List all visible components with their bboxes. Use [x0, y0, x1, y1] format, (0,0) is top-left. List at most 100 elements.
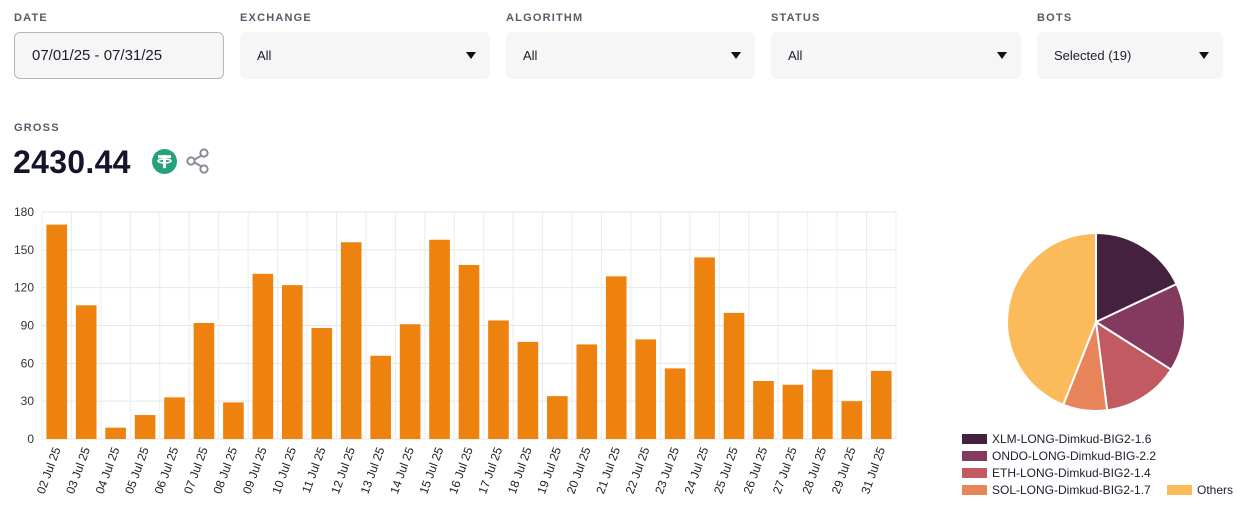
pie-slice[interactable]	[1093, 282, 1186, 372]
bar[interactable]	[164, 397, 185, 439]
x-tick-label: 12 Jul 25	[328, 445, 358, 496]
pie-slice[interactable]	[1094, 320, 1173, 412]
bar[interactable]	[429, 239, 450, 439]
x-tick-label: 09 Jul 25	[240, 445, 270, 496]
bar[interactable]	[635, 339, 656, 439]
filter-bar: DATE 07/01/25 - 07/31/25 EXCHANGE All AL…	[14, 10, 1224, 82]
tether-icon	[152, 149, 177, 174]
exchange-filter-label: EXCHANGE	[240, 12, 312, 24]
bar[interactable]	[517, 341, 539, 439]
y-tick-label: 180	[14, 205, 34, 219]
legend-swatch	[962, 468, 987, 478]
x-tick-label: 07 Jul 25	[181, 445, 211, 496]
x-tick-label: 22 Jul 25	[623, 445, 653, 496]
bar[interactable]	[576, 344, 598, 439]
date-range-input[interactable]: 07/01/25 - 07/31/25	[14, 32, 224, 79]
bots-select[interactable]: Selected (19)	[1037, 32, 1223, 79]
legend-label: SOL-LONG-Dimkud-BIG2-1.7	[992, 483, 1151, 497]
legend-swatch	[962, 434, 987, 444]
bar[interactable]	[870, 370, 892, 439]
legend-item[interactable]: ETH-LONG-Dimkud-BIG2-1.4	[962, 465, 1151, 481]
legend-label: ONDO-LONG-Dimkud-BIG-2.2	[992, 449, 1157, 463]
exchange-select[interactable]: All	[240, 32, 490, 79]
daily-gross-bar-chart: 0 30 60 90 120 150 180 02 Jul 25 03 Jul 25 04 Jul…	[14, 205, 897, 496]
x-tick-label: 16 Jul 25	[446, 445, 476, 496]
bar[interactable]	[223, 402, 244, 439]
caret-down-icon	[997, 52, 1007, 59]
bar[interactable]	[841, 401, 863, 439]
x-tick-label: 31 Jul 25	[858, 445, 888, 496]
status-filter-label: STATUS	[771, 12, 821, 24]
bar[interactable]	[252, 273, 274, 439]
x-tick-label: 10 Jul 25	[269, 445, 299, 496]
bar[interactable]	[105, 427, 126, 439]
x-tick-label: 06 Jul 25	[152, 445, 182, 496]
legend-label: Others	[1197, 483, 1234, 497]
bots-filter-label: BOTS	[1037, 12, 1073, 24]
legend-swatch	[962, 451, 987, 461]
x-tick-label: 28 Jul 25	[799, 445, 829, 496]
legend-item[interactable]: Others	[1167, 482, 1233, 498]
y-tick-label: 150	[14, 243, 34, 257]
exchange-filter: EXCHANGE All	[240, 10, 490, 79]
x-tick-label: 17 Jul 25	[475, 445, 505, 496]
x-tick-label: 03 Jul 25	[63, 445, 93, 496]
pie-slice[interactable]	[1095, 231, 1178, 324]
algorithm-filter-label: ALGORITHM	[506, 12, 584, 24]
x-tick-label: 26 Jul 25	[740, 445, 770, 496]
bar[interactable]	[370, 355, 391, 439]
x-tick-label: 20 Jul 25	[564, 445, 594, 496]
gross-label: GROSS	[14, 122, 60, 134]
bar[interactable]	[488, 320, 509, 439]
status-select[interactable]: All	[771, 32, 1021, 79]
date-filter: DATE 07/01/25 - 07/31/25	[14, 10, 224, 79]
bar[interactable]	[694, 257, 715, 439]
gross-value: 2430.44	[13, 144, 131, 180]
algorithm-select-value: All	[523, 48, 538, 63]
bots-filter: BOTS Selected (19)	[1037, 10, 1223, 79]
bar[interactable]	[193, 322, 215, 439]
bar[interactable]	[134, 415, 156, 439]
y-tick-label: 90	[21, 319, 35, 333]
exchange-select-value: All	[257, 48, 272, 63]
bar[interactable]	[753, 380, 774, 439]
bot-share-pie-chart	[1006, 231, 1186, 412]
legend-item[interactable]: XLM-LONG-Dimkud-BIG2-1.6	[962, 431, 1151, 447]
bar[interactable]	[605, 276, 627, 439]
x-tick-label: 21 Jul 25	[593, 445, 623, 496]
bar[interactable]	[75, 305, 97, 439]
bar[interactable]	[782, 384, 804, 439]
bar[interactable]	[46, 224, 68, 439]
bar[interactable]	[664, 368, 686, 439]
pie-slice[interactable]	[1006, 231, 1097, 407]
date-filter-label: DATE	[14, 12, 48, 24]
x-tick-label: 29 Jul 25	[829, 445, 859, 496]
share-icon[interactable]	[185, 147, 211, 175]
y-tick-label: 60	[21, 356, 35, 370]
x-tick-label: 23 Jul 25	[652, 445, 682, 496]
caret-down-icon	[1199, 52, 1209, 59]
y-tick-label: 120	[14, 281, 34, 295]
x-tick-label: 13 Jul 25	[358, 445, 388, 496]
legend-item[interactable]: ONDO-LONG-Dimkud-BIG-2.2	[962, 448, 1156, 464]
x-tick-label: 25 Jul 25	[711, 445, 741, 496]
x-tick-label: 08 Jul 25	[210, 445, 240, 496]
bar[interactable]	[340, 242, 362, 439]
bar[interactable]	[399, 324, 421, 439]
legend-item[interactable]: SOL-LONG-Dimkud-BIG2-1.7	[962, 482, 1151, 498]
caret-down-icon	[466, 52, 476, 59]
bar[interactable]	[547, 396, 568, 439]
bar[interactable]	[311, 328, 333, 439]
bar[interactable]	[812, 369, 833, 439]
x-tick-label: 18 Jul 25	[505, 445, 535, 496]
x-tick-label: 27 Jul 25	[770, 445, 800, 496]
bar[interactable]	[458, 264, 480, 439]
x-tick-label: 19 Jul 25	[534, 445, 564, 496]
x-tick-label: 15 Jul 25	[417, 445, 447, 496]
bar[interactable]	[282, 285, 303, 439]
legend-swatch	[962, 485, 987, 495]
x-tick-label: 14 Jul 25	[387, 445, 417, 496]
bar[interactable]	[723, 312, 745, 439]
algorithm-select[interactable]: All	[506, 32, 755, 79]
y-tick-label: 0	[27, 432, 34, 446]
